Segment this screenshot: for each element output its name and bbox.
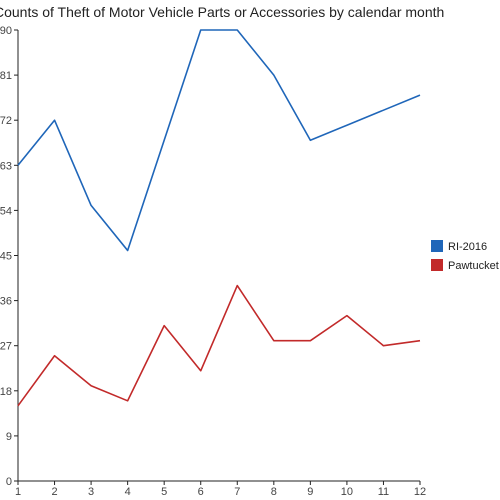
y-tick-label: 18 xyxy=(0,386,12,398)
y-tick-label: 81 xyxy=(0,70,12,82)
x-tick-label: 1 xyxy=(15,486,21,498)
series-lines xyxy=(17,29,421,407)
x-tick-label: 10 xyxy=(341,486,353,498)
y-tick-label: 90 xyxy=(0,25,12,37)
x-tick-label: 2 xyxy=(51,486,57,498)
x-tick-label: 5 xyxy=(161,486,167,498)
series-line-ri-2016 xyxy=(17,29,421,252)
legend-label: RI-2016 xyxy=(448,241,487,253)
y-tick-label: 54 xyxy=(0,205,12,217)
y-tick-label: 27 xyxy=(0,341,12,353)
x-tick-label: 9 xyxy=(307,486,313,498)
legend-label: Pawtucket xyxy=(448,260,499,272)
y-tick-label: 36 xyxy=(0,296,12,308)
chart-title: Counts of Theft of Motor Vehicle Parts o… xyxy=(0,4,444,20)
x-tick-label: 3 xyxy=(88,486,94,498)
x-tick-label: 6 xyxy=(198,486,204,498)
x-tick-label: 12 xyxy=(414,486,426,498)
legend-swatch xyxy=(431,259,443,271)
series-line-pawtucket xyxy=(17,284,421,407)
legend-swatch xyxy=(431,240,443,252)
x-tick-label: 7 xyxy=(234,486,240,498)
y-tick-label: 45 xyxy=(0,251,12,263)
y-axis-ticks: 0 9 18 27 36 45 54 63 72 81 90 xyxy=(0,25,18,488)
legend: RI-2016 Pawtucket xyxy=(431,240,499,272)
x-axis-ticks: 1 2 3 4 5 6 7 8 9 10 11 12 xyxy=(15,481,426,498)
y-tick-label: 0 xyxy=(6,476,12,488)
x-tick-label: 8 xyxy=(271,486,277,498)
y-tick-label: 9 xyxy=(6,431,12,443)
x-tick-label: 4 xyxy=(125,486,131,498)
y-tick-label: 63 xyxy=(0,160,12,172)
y-tick-label: 72 xyxy=(0,115,12,127)
x-tick-label: 11 xyxy=(378,486,389,498)
